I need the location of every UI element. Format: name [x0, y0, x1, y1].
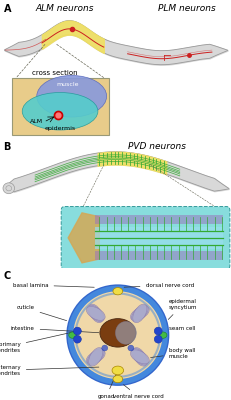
Ellipse shape: [116, 322, 136, 344]
Ellipse shape: [113, 376, 123, 383]
Ellipse shape: [86, 306, 105, 320]
Circle shape: [102, 345, 108, 351]
Text: cross section: cross section: [32, 70, 78, 76]
Ellipse shape: [112, 366, 124, 375]
Text: ventral nerve cord: ventral nerve cord: [113, 385, 164, 399]
Ellipse shape: [131, 349, 148, 365]
Ellipse shape: [113, 288, 123, 295]
Ellipse shape: [86, 350, 105, 364]
Ellipse shape: [131, 305, 148, 322]
Text: PVD primary
dendrites: PVD primary dendrites: [0, 332, 75, 353]
Bar: [12, 78, 109, 136]
Text: seam cell: seam cell: [162, 326, 195, 335]
Text: muscle: muscle: [57, 82, 79, 88]
Text: intestine: intestine: [11, 326, 99, 333]
Ellipse shape: [87, 349, 104, 365]
Text: PLM neurons: PLM neurons: [158, 4, 216, 13]
Ellipse shape: [3, 183, 15, 194]
Text: ALM: ALM: [30, 119, 43, 124]
Ellipse shape: [69, 332, 77, 338]
Text: cuticle: cuticle: [17, 305, 67, 321]
Text: B: B: [3, 142, 11, 152]
Text: PVD neurons: PVD neurons: [128, 142, 186, 150]
Text: C: C: [3, 272, 11, 282]
Bar: [95, 227, 223, 249]
Ellipse shape: [89, 304, 103, 323]
Text: dorsal nerve cord: dorsal nerve cord: [124, 282, 194, 288]
Circle shape: [154, 327, 162, 335]
Ellipse shape: [131, 306, 149, 320]
Ellipse shape: [133, 304, 147, 323]
Text: PVD quaternary
dendrites: PVD quaternary dendrites: [0, 365, 99, 376]
Text: epidermal
syncytium: epidermal syncytium: [168, 299, 197, 320]
Polygon shape: [68, 213, 99, 263]
Ellipse shape: [131, 350, 149, 364]
Circle shape: [154, 335, 162, 343]
Ellipse shape: [100, 319, 136, 347]
Text: body wall
muscle: body wall muscle: [151, 348, 195, 359]
Text: epidermis: epidermis: [45, 126, 76, 131]
Ellipse shape: [89, 348, 103, 366]
Ellipse shape: [37, 76, 107, 117]
Text: basal lamina: basal lamina: [13, 282, 94, 288]
Bar: [95, 251, 223, 260]
Circle shape: [73, 327, 81, 335]
Ellipse shape: [87, 305, 104, 322]
Bar: [95, 215, 223, 224]
Text: A: A: [3, 4, 11, 14]
Ellipse shape: [22, 92, 98, 130]
Circle shape: [66, 284, 169, 386]
Text: gonad: gonad: [97, 373, 117, 399]
Ellipse shape: [133, 348, 147, 366]
Circle shape: [70, 288, 165, 382]
Ellipse shape: [159, 332, 167, 338]
Text: ALM neurons: ALM neurons: [35, 4, 94, 13]
FancyBboxPatch shape: [61, 206, 230, 269]
Circle shape: [128, 345, 134, 351]
Circle shape: [73, 335, 81, 343]
